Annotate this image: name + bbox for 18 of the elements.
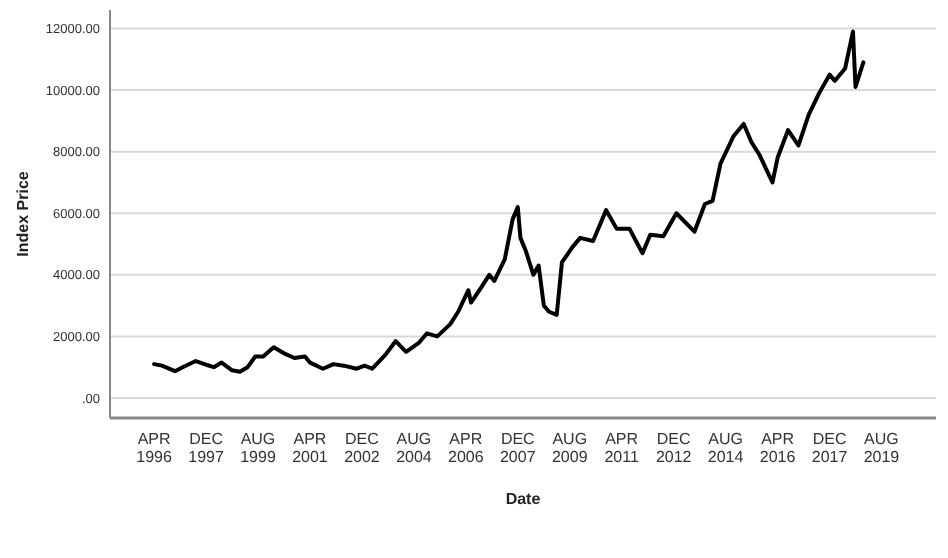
x-tick-label: DEC 2007: [500, 430, 537, 466]
x-tick-label: APR 2006: [448, 430, 485, 466]
x-tick-label: DEC 2002: [344, 430, 381, 466]
x-tick-label: APR 2011: [604, 430, 640, 466]
x-tick-label: DEC 1997: [188, 430, 225, 466]
line-series: [152, 29, 866, 374]
x-tick-label: APR 1996: [136, 430, 174, 466]
x-axis-title: Date: [505, 490, 542, 508]
x-tick-label: APR 2016: [759, 430, 797, 466]
x-tick-label: AUG 2014: [707, 430, 745, 466]
x-tick-label: DEC 2012: [655, 430, 693, 466]
x-tick-label: APR 2001: [292, 430, 329, 466]
x-tick-label: AUG 2004: [396, 430, 433, 466]
x-tick-label: DEC 2017: [811, 430, 849, 466]
x-tick-label: AUG 2019: [863, 430, 901, 466]
x-tick-label: AUG 1999: [240, 430, 277, 466]
y-axis-title: Index Price: [14, 170, 32, 257]
x-tick-label: AUG 2009: [551, 430, 589, 466]
